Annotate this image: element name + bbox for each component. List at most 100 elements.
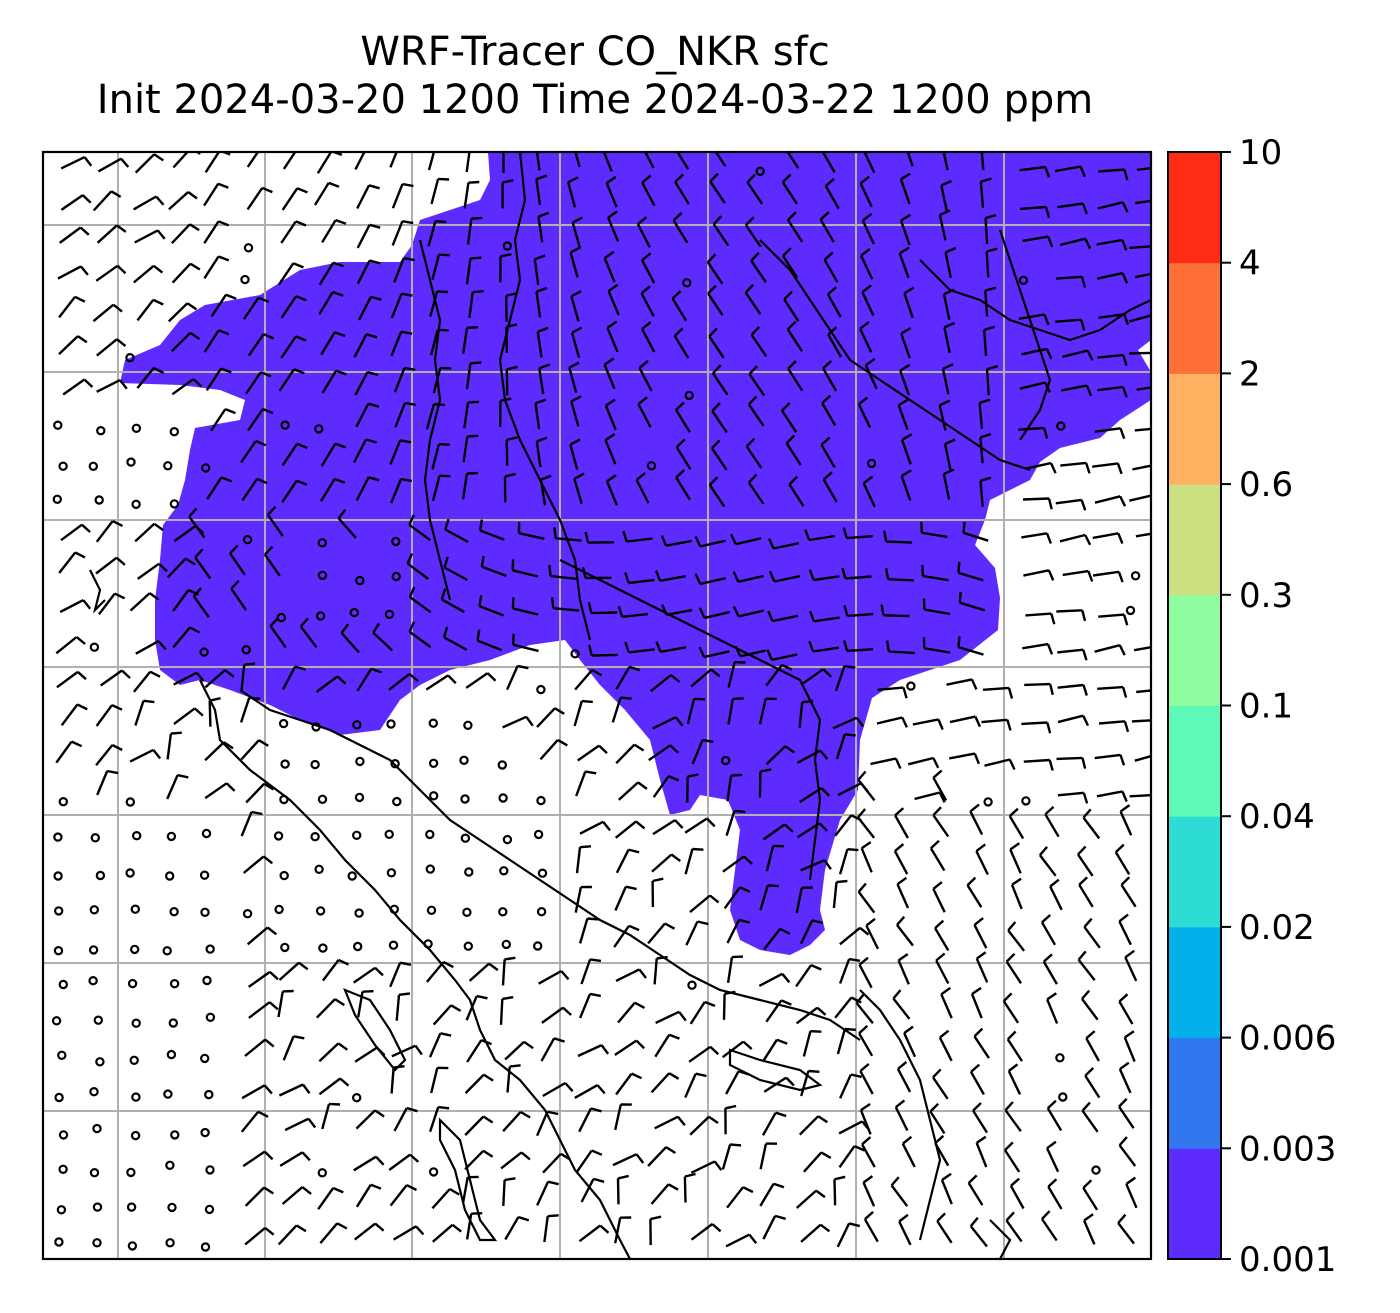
wind-barb (858, 956, 873, 989)
wind-barb (894, 807, 909, 839)
wind-barb (1134, 754, 1151, 762)
calm-wind-marker (866, 458, 877, 469)
wind-barb (240, 662, 256, 691)
wind-barb (841, 567, 872, 580)
wind-barb (969, 803, 984, 836)
wind-barb (759, 1142, 778, 1170)
wind-barb (957, 561, 984, 582)
colorbar-tick-label: 4 (1239, 244, 1261, 284)
wind-barb (98, 592, 126, 616)
wind-barb (571, 216, 583, 248)
wind-barb (651, 877, 664, 908)
wind-barb (1118, 1097, 1135, 1129)
wind-barb (1046, 1140, 1060, 1173)
wind-barb (870, 757, 902, 769)
wind-barb (315, 998, 345, 1019)
wind-barb (798, 787, 831, 804)
wind-barb (1059, 533, 1092, 546)
colorbar-segment (1168, 1037, 1221, 1149)
calm-wind-marker (536, 684, 546, 695)
calm-wind-marker (54, 906, 64, 916)
wind-barb (800, 859, 832, 872)
wind-barb (432, 1004, 462, 1026)
wind-barb (900, 469, 912, 501)
wind-barb (808, 640, 839, 653)
calm-wind-marker (1125, 605, 1136, 616)
calm-wind-marker (131, 499, 141, 509)
wind-barb (941, 363, 954, 395)
wind-barb (1135, 532, 1151, 538)
wind-barb (92, 303, 123, 323)
wind-barb (607, 283, 620, 316)
wind-barb (1055, 318, 1086, 331)
wind-barb (859, 1102, 872, 1135)
wind-barb (204, 669, 235, 689)
wind-barb (575, 770, 597, 797)
wind-barb (942, 288, 955, 320)
wind-barb (758, 768, 772, 798)
wind-barb (511, 597, 539, 616)
wind-barb (442, 626, 468, 651)
calm-wind-marker (204, 1089, 214, 1100)
wind-barb (1082, 1179, 1099, 1211)
calm-wind-marker (426, 905, 437, 916)
wind-barb (603, 357, 616, 390)
wind-barb (1021, 347, 1053, 360)
calm-wind-marker (57, 1050, 67, 1061)
wind-barb (574, 1084, 606, 1099)
wind-barb (429, 328, 449, 356)
calm-wind-marker (310, 832, 320, 842)
calm-wind-marker (423, 939, 433, 949)
wind-barb (58, 335, 88, 355)
wind-barb (536, 707, 565, 728)
wind-barb (1081, 989, 1099, 1021)
wind-barb (979, 432, 992, 464)
wind-barb (464, 1115, 494, 1136)
wind-barb (1134, 272, 1151, 279)
wind-barb (712, 364, 729, 396)
wind-barb (726, 1186, 754, 1209)
wind-barb (1057, 648, 1088, 661)
wind-barb (940, 1172, 953, 1205)
wind-barb (1124, 949, 1138, 982)
wind-barb (539, 738, 568, 761)
wind-barb (907, 756, 940, 769)
calm-wind-marker (166, 831, 177, 842)
wind-barb (204, 152, 231, 173)
wind-barb (649, 674, 681, 693)
calm-wind-marker (460, 833, 471, 843)
wind-barb (1083, 917, 1101, 949)
wind-barb (278, 368, 305, 392)
title-line-2: Init 2024-03-20 1200 Time 2024-03-22 120… (96, 77, 1094, 123)
wind-barb (606, 320, 619, 353)
wind-barb (885, 568, 914, 582)
wind-barb (1134, 427, 1151, 432)
wind-barb (95, 704, 123, 727)
wind-barb (796, 749, 829, 764)
wind-barb (355, 1183, 382, 1208)
calm-wind-marker (170, 1130, 180, 1140)
wind-barb (573, 472, 585, 505)
wind-barb (1062, 569, 1094, 582)
wind-barb (279, 1151, 311, 1167)
wind-barb (747, 473, 765, 505)
wind-barb (429, 290, 449, 317)
wind-barb (896, 915, 914, 947)
wind-barb (511, 559, 539, 578)
wind-barb (499, 397, 512, 427)
wind-barb (898, 1213, 912, 1246)
wind-barb (535, 286, 548, 318)
wind-barb (97, 157, 130, 173)
calm-wind-marker (130, 1130, 141, 1141)
calm-wind-marker (56, 1205, 67, 1215)
wind-barb (641, 321, 656, 353)
wind-barb (465, 672, 497, 689)
wind-barb (95, 264, 127, 282)
wind-barb (765, 844, 785, 872)
wind-barb (824, 177, 840, 210)
wind-barb (722, 855, 753, 873)
wind-barb (536, 326, 549, 358)
wind-barb (725, 809, 746, 836)
wind-barb (938, 209, 951, 241)
calm-wind-marker (280, 420, 290, 430)
